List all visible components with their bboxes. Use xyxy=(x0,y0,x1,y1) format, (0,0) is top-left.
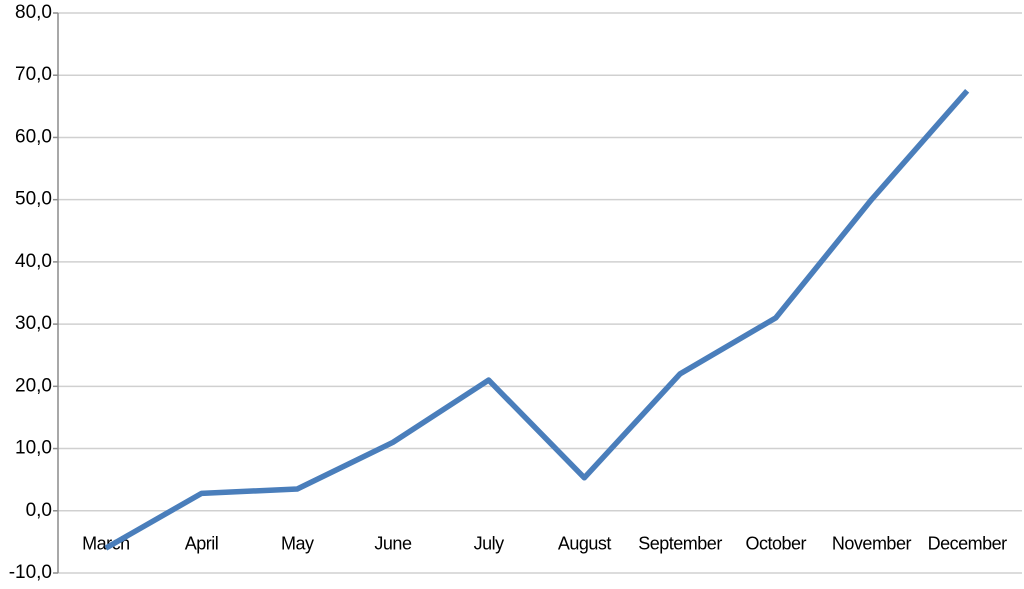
x-tick-label: July xyxy=(474,534,505,554)
x-tick-label: September xyxy=(638,534,722,554)
y-tick-label: 10,0 xyxy=(15,438,52,459)
y-tick-label: 0,0 xyxy=(26,500,52,521)
y-tick-label: 20,0 xyxy=(15,375,52,396)
x-tick-label: November xyxy=(832,534,912,554)
y-tick-label: 80,0 xyxy=(15,2,52,23)
y-tick-label: 50,0 xyxy=(15,189,52,210)
x-tick-label: December xyxy=(928,534,1008,554)
x-tick-label: June xyxy=(374,534,412,554)
x-tick-label: October xyxy=(745,534,806,554)
y-tick-label: 40,0 xyxy=(15,251,52,272)
y-tick-label: 30,0 xyxy=(15,313,52,334)
data-line xyxy=(104,88,970,551)
x-tick-label: August xyxy=(558,534,612,554)
x-tick-label: May xyxy=(281,534,314,554)
y-tick-label: 70,0 xyxy=(15,64,52,85)
x-tick-label: April xyxy=(185,534,219,554)
y-tick-label: -10,0 xyxy=(9,562,52,583)
y-tick-label: 60,0 xyxy=(15,126,52,147)
